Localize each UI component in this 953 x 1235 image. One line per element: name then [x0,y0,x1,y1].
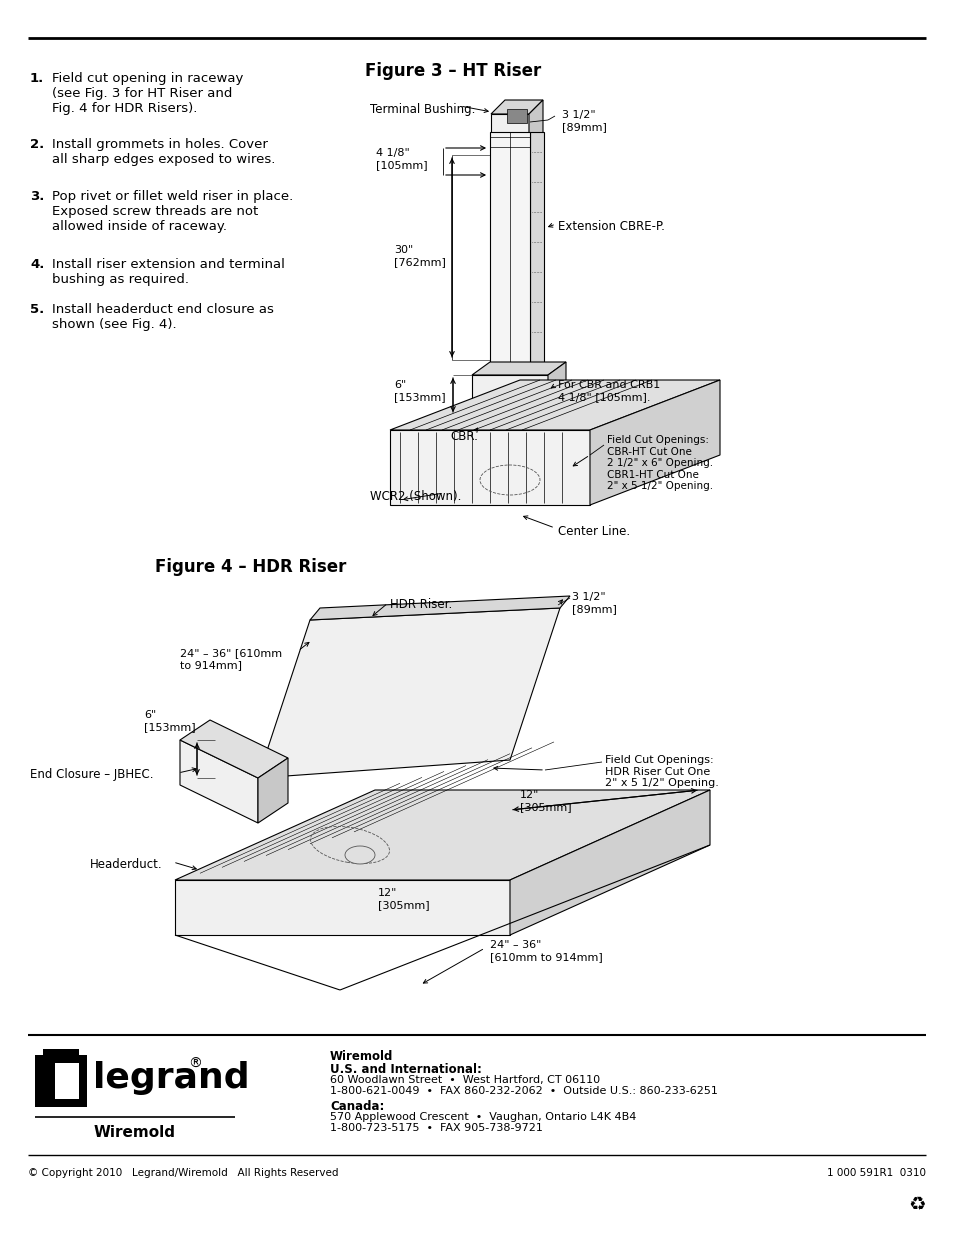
Text: Terminal Bushing.: Terminal Bushing. [370,103,475,116]
Text: © Copyright 2010   Legrand/Wiremold   All Rights Reserved: © Copyright 2010 Legrand/Wiremold All Ri… [28,1168,338,1178]
Text: 4.: 4. [30,258,45,270]
Text: 3 1/2"
[89mm]: 3 1/2" [89mm] [572,592,617,614]
Text: 2.: 2. [30,138,44,151]
Bar [35,1055,87,1107]
Text: Headerduct.: Headerduct. [90,858,162,871]
Text: 60 Woodlawn Street  •  West Hartford, CT 06110: 60 Woodlawn Street • West Hartford, CT 0… [330,1074,599,1086]
Text: Field Cut Openings:
CBR-HT Cut One
2 1/2" x 6" Opening.
CBR1-HT Cut One
2" x 5 1: Field Cut Openings: CBR-HT Cut One 2 1/2… [606,435,713,492]
Polygon shape [530,132,543,375]
Polygon shape [180,720,288,778]
Text: End Closure – JBHEC.: End Closure – JBHEC. [30,768,153,781]
Text: Pop rivet or fillet weld riser in place.
Exposed screw threads are not
allowed i: Pop rivet or fillet weld riser in place.… [52,190,293,233]
Text: Field cut opening in raceway
(see Fig. 3 for HT Riser and
Fig. 4 for HDR Risers): Field cut opening in raceway (see Fig. 3… [52,72,243,115]
Text: 5.: 5. [30,303,44,316]
Text: WCR2 (Shown).: WCR2 (Shown). [370,490,461,503]
Polygon shape [180,740,257,823]
Text: For CBR and CRB1
4 1/8" [105mm].: For CBR and CRB1 4 1/8" [105mm]. [558,380,659,401]
Text: Extension CBRE-P.: Extension CBRE-P. [558,220,664,233]
Text: Install headerduct end closure as
shown (see Fig. 4).: Install headerduct end closure as shown … [52,303,274,331]
Polygon shape [529,100,542,146]
Text: 24" – 36" [610mm
to 914mm]: 24" – 36" [610mm to 914mm] [180,648,282,669]
Text: 12"
[305mm]: 12" [305mm] [377,888,429,910]
Polygon shape [257,758,288,823]
Polygon shape [390,380,720,430]
Text: 6"
[153mm]: 6" [153mm] [394,380,446,401]
Polygon shape [310,597,569,620]
Text: 3.: 3. [30,190,45,203]
Polygon shape [257,608,559,778]
Text: Center Line.: Center Line. [558,525,630,538]
Text: 1-800-621-0049  •  FAX 860-232-2062  •  Outside U.S.: 860-233-6251: 1-800-621-0049 • FAX 860-232-2062 • Outs… [330,1086,717,1095]
Text: CBR.: CBR. [450,430,477,443]
Text: ®: ® [188,1057,202,1071]
Polygon shape [390,430,589,505]
Text: Field Cut Openings:
HDR Riser Cut One
2" x 5 1/2" Opening.: Field Cut Openings: HDR Riser Cut One 2"… [604,755,719,788]
Polygon shape [510,790,709,935]
Text: Figure 3 – HT Riser: Figure 3 – HT Riser [365,62,540,80]
Polygon shape [547,362,565,415]
Text: 1.: 1. [30,72,44,85]
Polygon shape [490,132,530,375]
Text: HDR Riser.: HDR Riser. [390,598,452,611]
Text: legrand: legrand [92,1061,250,1095]
Polygon shape [472,362,565,375]
Polygon shape [472,375,547,415]
Text: 6"
[153mm]: 6" [153mm] [144,710,195,731]
Text: 1-800-723-5175  •  FAX 905-738-9721: 1-800-723-5175 • FAX 905-738-9721 [330,1123,542,1132]
Ellipse shape [345,846,375,864]
Text: Wiremold: Wiremold [330,1050,393,1063]
Text: 12"
[305mm]: 12" [305mm] [519,790,571,811]
Text: Install riser extension and terminal
bushing as required.: Install riser extension and terminal bus… [52,258,285,287]
Polygon shape [491,114,529,146]
Text: Wiremold: Wiremold [94,1125,175,1140]
Polygon shape [589,380,720,505]
Bar [43,1049,79,1061]
Text: ♻: ♻ [907,1195,925,1214]
Polygon shape [506,109,526,124]
Polygon shape [174,881,510,935]
Text: Canada:: Canada: [330,1100,384,1113]
Text: U.S. and International:: U.S. and International: [330,1063,481,1076]
Bar [43,1063,55,1099]
Bar [43,1063,79,1099]
Text: 4 1/8"
[105mm]: 4 1/8" [105mm] [376,148,428,169]
Text: 30"
[762mm]: 30" [762mm] [394,245,446,267]
Text: Install grommets in holes. Cover
all sharp edges exposed to wires.: Install grommets in holes. Cover all sha… [52,138,275,165]
Text: 570 Applewood Crescent  •  Vaughan, Ontario L4K 4B4: 570 Applewood Crescent • Vaughan, Ontari… [330,1112,636,1123]
Polygon shape [491,100,542,114]
Text: 24" – 36"
[610mm to 914mm]: 24" – 36" [610mm to 914mm] [490,940,602,962]
Polygon shape [174,790,709,881]
Text: 1 000 591R1  0310: 1 000 591R1 0310 [826,1168,925,1178]
Text: Figure 4 – HDR Riser: Figure 4 – HDR Riser [154,558,346,576]
Text: 3 1/2"
[89mm]: 3 1/2" [89mm] [561,110,606,132]
